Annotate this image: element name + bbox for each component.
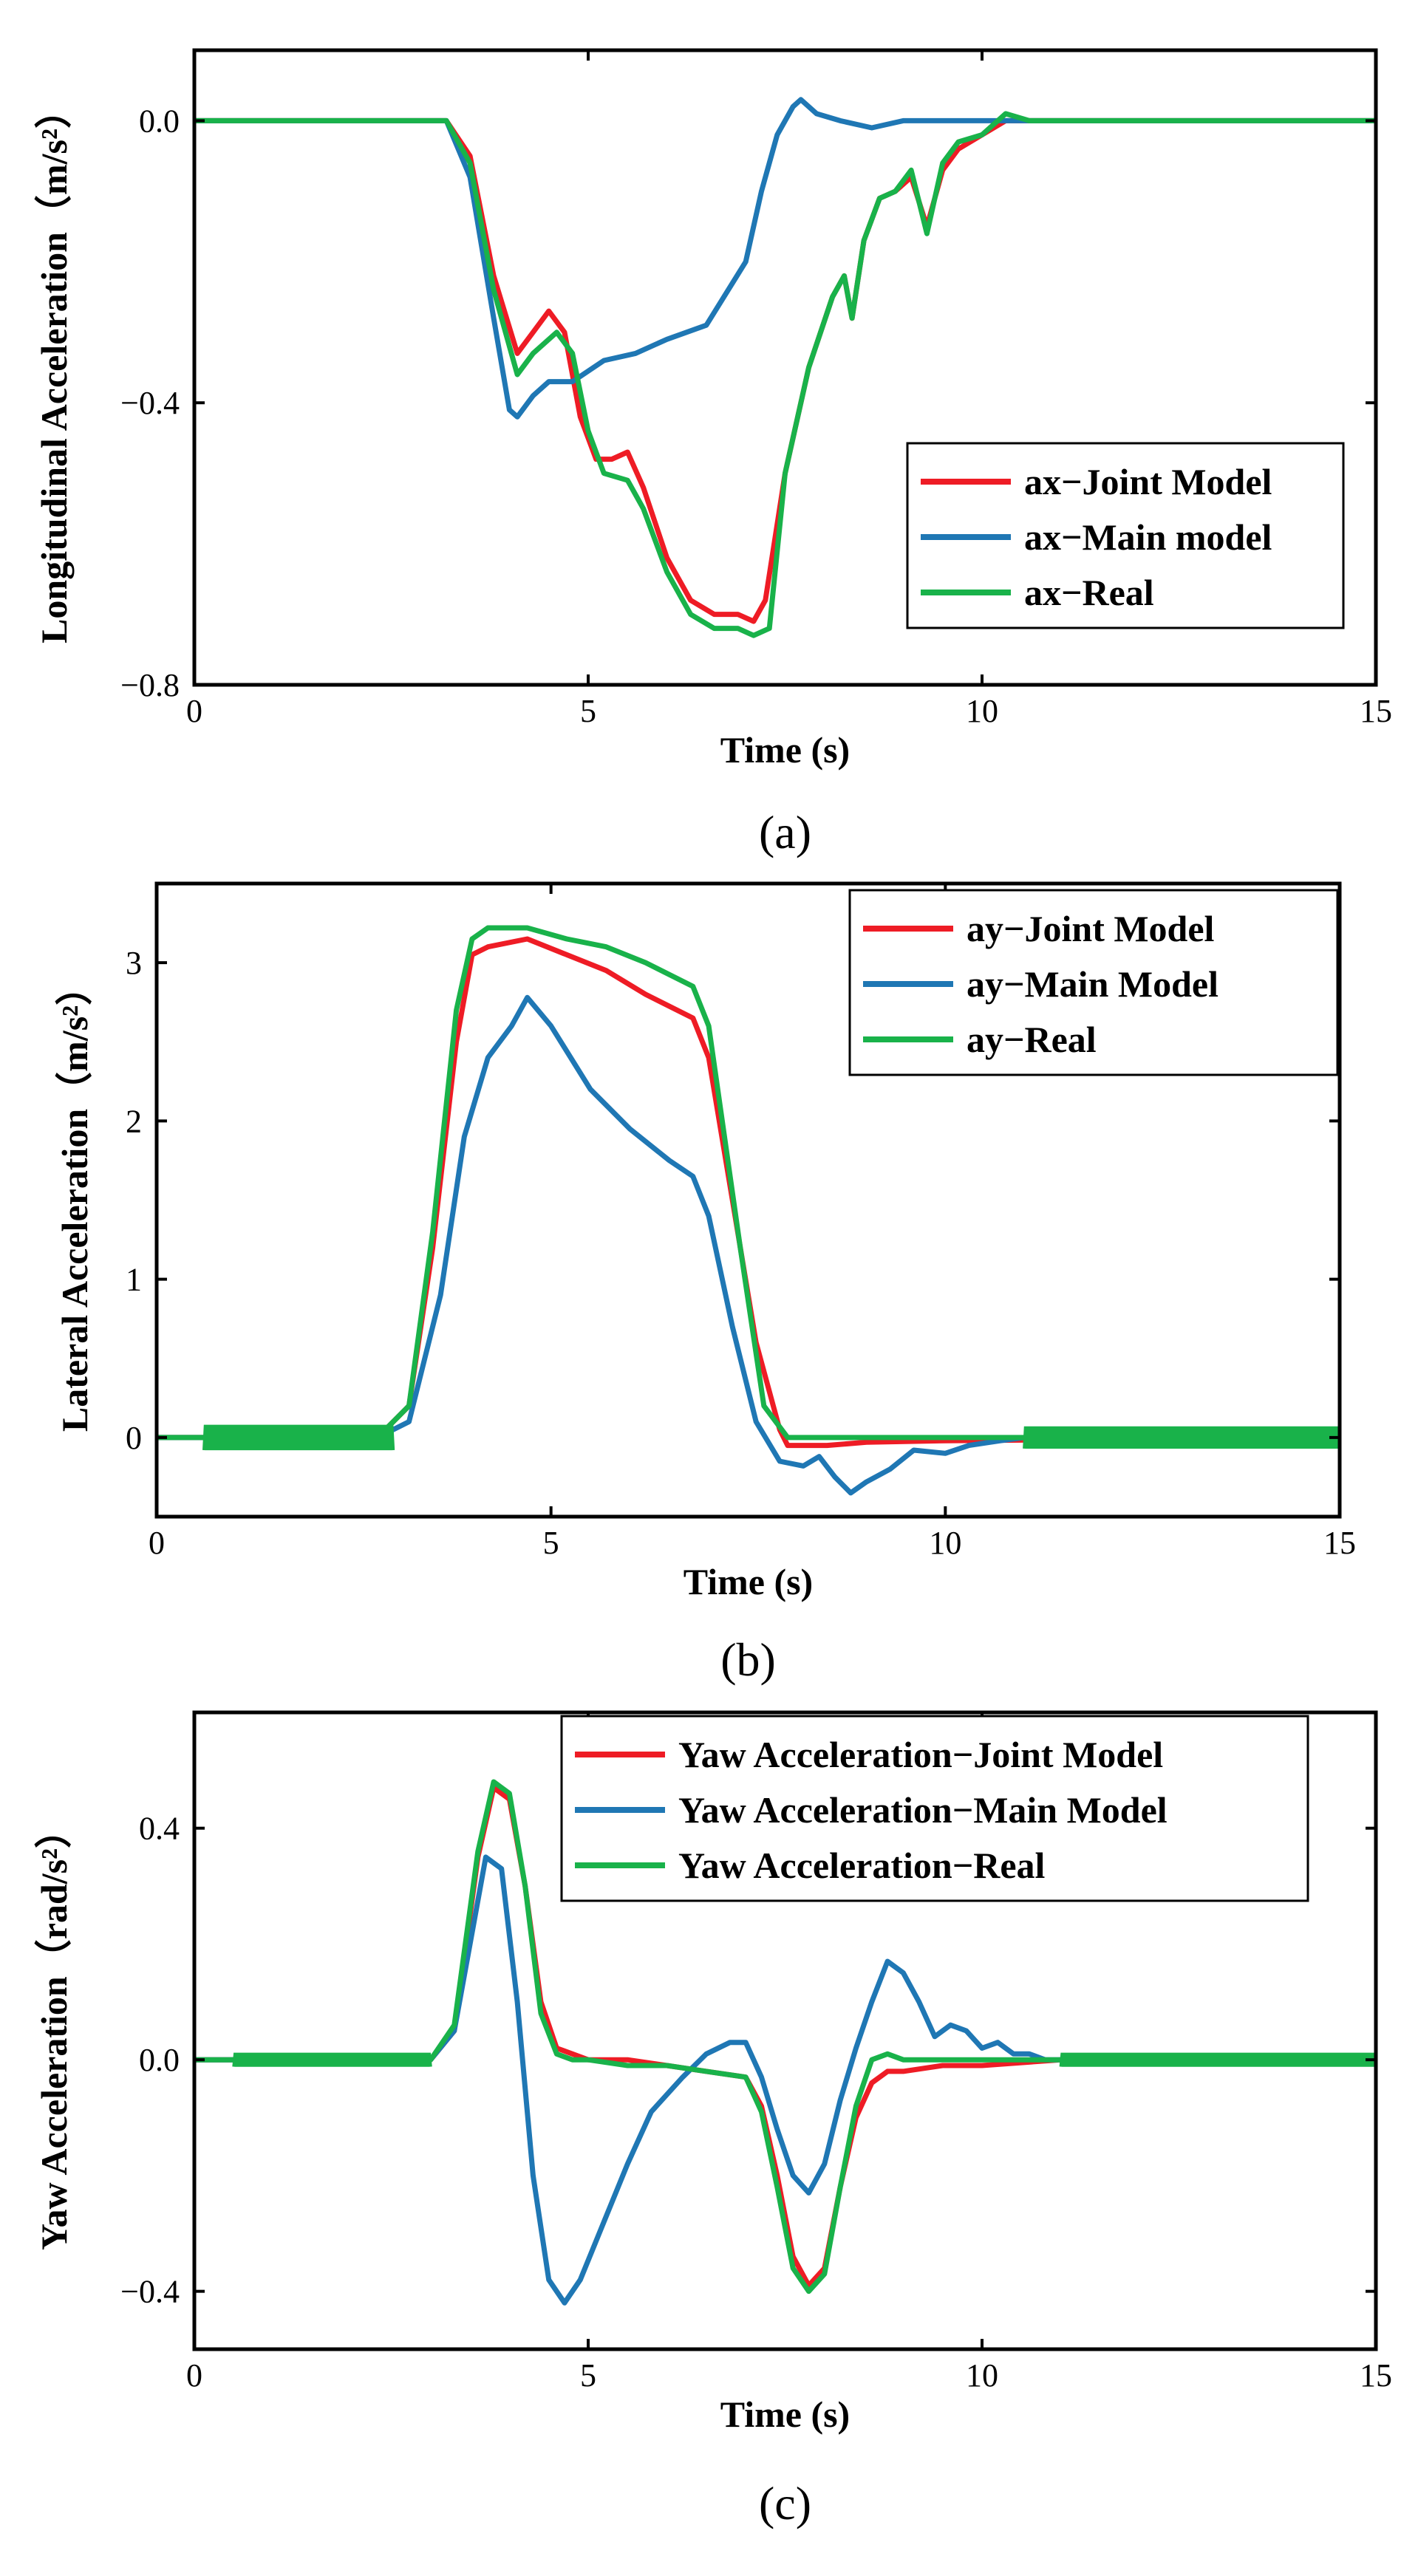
legend-label: ay−Joint Model xyxy=(967,908,1215,949)
x-tick-label: 15 xyxy=(1360,2357,1392,2394)
series-group xyxy=(157,925,1340,1496)
panel-2: 0 5 10 15 0 1 2 3 Time (s) Lateral Acceleration（m… xyxy=(54,881,1356,1686)
plot-frame xyxy=(192,1710,1378,2351)
panel-3: 0 5 10 15 0.4 0.0 −0.4 Time (s) Yaw Acceleration… xyxy=(33,1710,1392,2529)
series-line-ay-main-model xyxy=(157,994,1340,1496)
x-axis-label: Time (s) xyxy=(684,1561,813,1602)
legend-label: Yaw Acceleration−Main Model xyxy=(678,1789,1168,1831)
y-tick-label: 2 xyxy=(126,1103,142,1139)
y-tick-label: 1 xyxy=(126,1262,142,1298)
y-tick-label: 0.0 xyxy=(139,2042,180,2078)
legend-label: ax−Joint Model xyxy=(1024,461,1272,502)
y-tick-label: 0.4 xyxy=(139,1811,180,1847)
series-line-yaw-acceleration-real xyxy=(194,1779,1376,2295)
series-line-ay-real xyxy=(157,925,1340,1441)
x-tick-label: 15 xyxy=(1323,1525,1356,1561)
panel-1: 0 5 10 15 0.0 −0.4 −0.8 Time (s) Longitudinal Ac… xyxy=(33,48,1392,858)
legend-label: Yaw Acceleration−Joint Model xyxy=(678,1734,1163,1775)
noise-band-yaw-acceleration-real-1 xyxy=(232,2052,432,2067)
x-tick-label: 10 xyxy=(929,1525,961,1561)
y-tick-label: −0.4 xyxy=(120,2274,180,2310)
y-axis-label: Longitudinal Acceleration（m/s²） xyxy=(33,92,75,643)
series-group xyxy=(194,1779,1376,2306)
legend: Yaw Acceleration−Joint Model Yaw Accelera… xyxy=(560,1715,1309,1902)
series-line-ax-joint-model xyxy=(194,117,1376,624)
legend-label: Yaw Acceleration−Real xyxy=(678,1845,1046,1886)
x-tick-label: 5 xyxy=(543,1525,559,1561)
noise-band-yaw-acceleration-real-2 xyxy=(1059,2052,1376,2067)
y-tick-label: 3 xyxy=(126,945,142,981)
series-group xyxy=(194,97,1376,638)
x-tick-label: 5 xyxy=(580,693,596,729)
x-axis-label: Time (s) xyxy=(720,2394,850,2435)
x-tick-label: 0 xyxy=(186,693,202,729)
x-tick-label: 15 xyxy=(1360,693,1392,729)
legend: ay−Joint Model ay−Main Model ay−Real xyxy=(848,889,1339,1076)
panel-caption: (b) xyxy=(720,1633,776,1686)
y-tick-label: −0.8 xyxy=(120,667,180,703)
legend-label: ax−Main model xyxy=(1024,516,1272,558)
legend-box xyxy=(560,1715,1309,1902)
legend: ax−Joint Model ax−Main model ax−Real xyxy=(906,442,1345,629)
x-tick-label: 5 xyxy=(580,2357,596,2394)
y-axis-label: Lateral Acceleration（m/s²） xyxy=(54,968,95,1432)
y-axis-label: Yaw Acceleration（rad/s²） xyxy=(33,1811,75,2250)
legend-label: ay−Real xyxy=(967,1019,1097,1060)
y-tick-label: −0.4 xyxy=(120,385,180,421)
x-tick-label: 0 xyxy=(149,1525,165,1561)
legend-label: ax−Real xyxy=(1024,572,1154,613)
series-line-ax-main-model xyxy=(194,97,1376,420)
noise-band-ay-real-2 xyxy=(1023,1426,1340,1449)
noise-band-ay-real-1 xyxy=(202,1424,395,1451)
panel-caption: (a) xyxy=(759,806,811,858)
series-line-yaw-acceleration-main-model xyxy=(194,1854,1376,2306)
panel-caption: (c) xyxy=(759,2477,811,2529)
y-tick-label: 0 xyxy=(126,1420,142,1456)
x-tick-label: 10 xyxy=(966,2357,998,2394)
series-line-ax-real xyxy=(194,111,1376,638)
legend-label: ay−Main Model xyxy=(967,963,1218,1005)
x-tick-label: 10 xyxy=(966,693,998,729)
y-tick-label: 0.0 xyxy=(139,103,180,139)
x-tick-label: 0 xyxy=(186,2357,202,2394)
x-axis-label: Time (s) xyxy=(720,729,850,771)
plot-frame xyxy=(192,48,1378,687)
plot-frame xyxy=(154,881,1342,1519)
